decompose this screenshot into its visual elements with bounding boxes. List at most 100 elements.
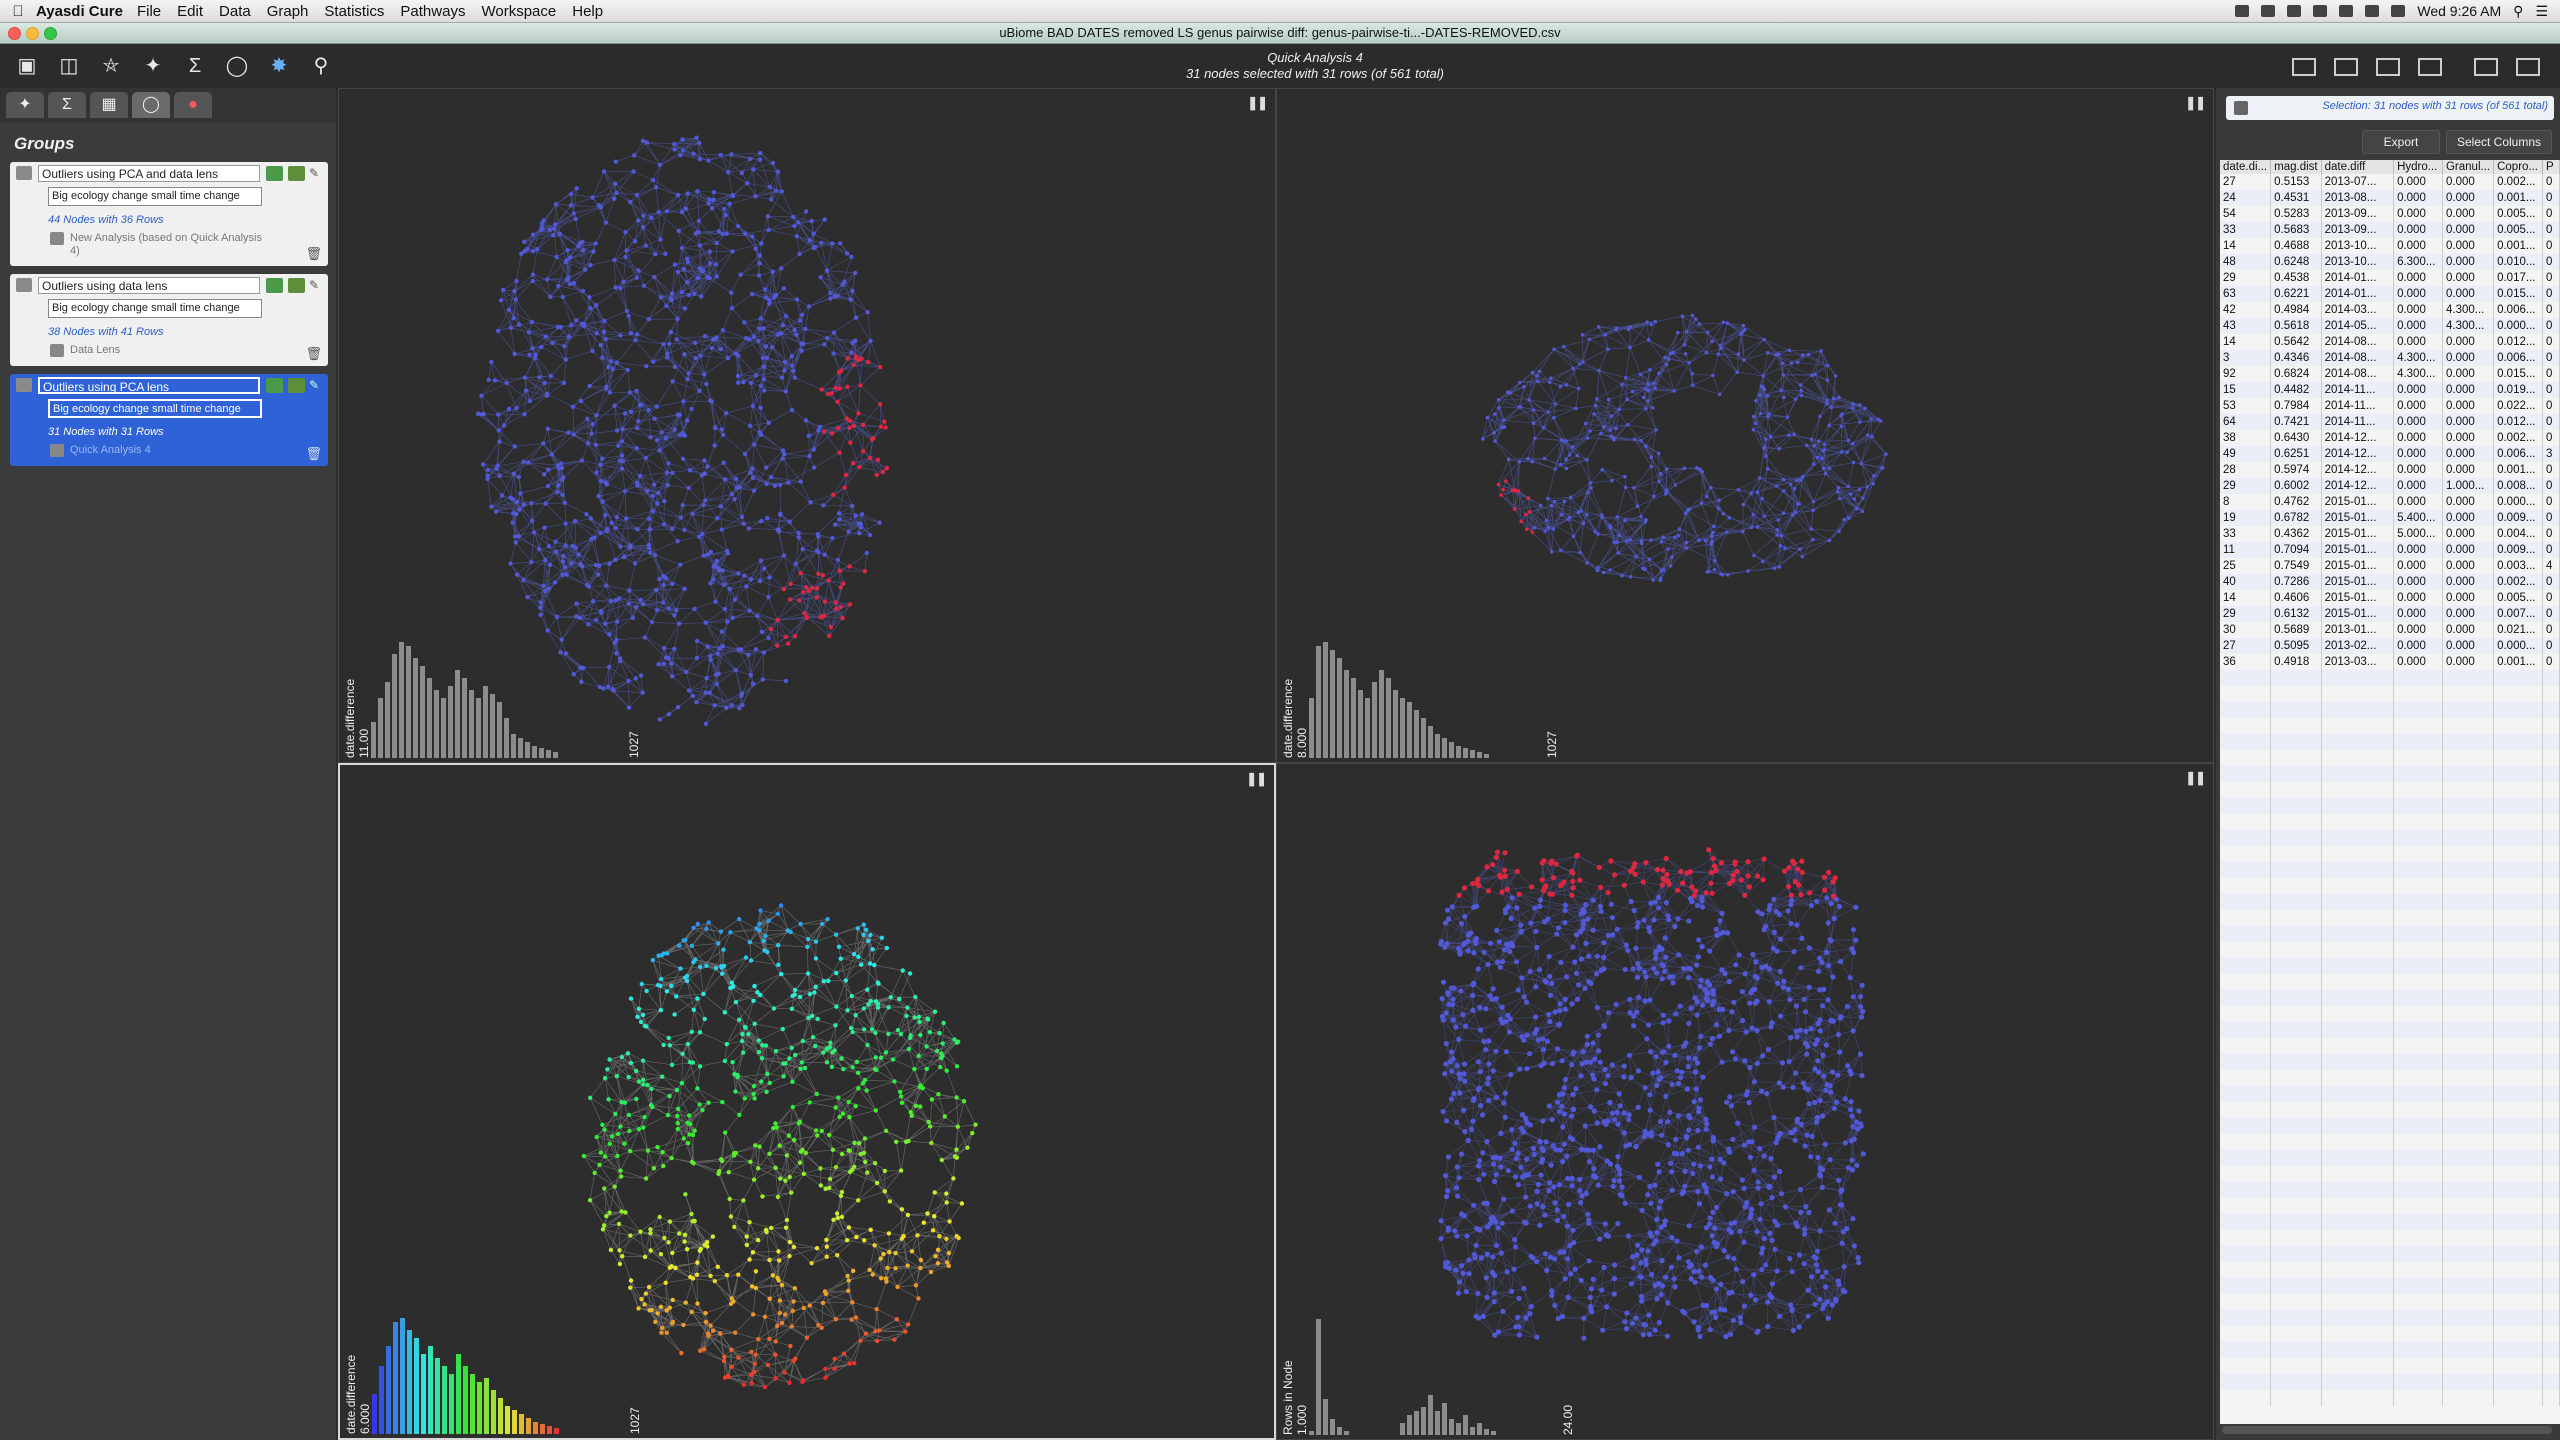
- table-row[interactable]: 53 0.7984 2014-11... 0.000 0.000 0.022... 0: [2220, 398, 2560, 414]
- table-row[interactable]: 27 0.5153 2013-07... 0.000 0.000 0.002... 0: [2220, 174, 2560, 190]
- table-row[interactable]: 24 0.4531 2013-08... 0.000 0.000 0.001... 0: [2220, 190, 2560, 206]
- table-row[interactable]: 28 0.5974 2014-12... 0.000 0.000 0.001... 0: [2220, 462, 2560, 478]
- group-description-field[interactable]: Big ecology change small time change: [48, 187, 262, 206]
- table-row[interactable]: 38 0.6430 2014-12... 0.000 0.000 0.002... 0: [2220, 430, 2560, 446]
- column-header[interactable]: Hydro...: [2393, 160, 2443, 174]
- table-row[interactable]: 25 0.7549 2015-01... 0.000 0.000 0.003... 4: [2220, 558, 2560, 574]
- group-name-field[interactable]: Outliers using PCA and data lens: [38, 165, 260, 182]
- table-row[interactable]: 33 0.5683 2013-09... 0.000 0.000 0.005... 0: [2220, 222, 2560, 238]
- trash-icon[interactable]: 🗑: [305, 246, 322, 261]
- table-row[interactable]: 49 0.6251 2014-12... 0.000 0.000 0.006... 3: [2220, 446, 2560, 462]
- edit-group-icon[interactable]: ✎: [309, 378, 320, 392]
- table-row[interactable]: 92 0.6824 2014-08... 4.300... 0.000 0.015... 0: [2220, 366, 2560, 382]
- color-tab-icon[interactable]: ●: [174, 92, 212, 118]
- pause-layout-icon[interactable]: ❚❚: [2185, 770, 2206, 785]
- table-row[interactable]: 15 0.4482 2014-11... 0.000 0.000 0.019... 0: [2220, 382, 2560, 398]
- table-row[interactable]: 63 0.6221 2014-01... 0.000 0.000 0.015... 0: [2220, 286, 2560, 302]
- pause-layout-icon[interactable]: ❚❚: [2185, 95, 2206, 110]
- network-graph[interactable]: [340, 765, 1274, 1438]
- table-row[interactable]: 19 0.6782 2015-01... 5.400... 0.000 0.009... 0: [2220, 510, 2560, 526]
- new-analysis-from-group-icon[interactable]: [288, 166, 305, 181]
- table-row[interactable]: 48 0.6248 2013-10... 6.300... 0.000 0.010... 0: [2220, 254, 2560, 270]
- tray-wifi-icon[interactable]: [2339, 5, 2354, 17]
- menu-pathways[interactable]: Pathways: [400, 2, 466, 20]
- network-graph[interactable]: [1277, 89, 2214, 763]
- table-row[interactable]: 14 0.4688 2013-10... 0.000 0.000 0.001... 0: [2220, 238, 2560, 254]
- table-row[interactable]: 3 0.4346 2014-08... 4.300... 0.000 0.006... 0: [2220, 350, 2560, 366]
- group-name-field[interactable]: Outliers using PCA lens: [38, 377, 260, 394]
- data-table[interactable]: date.di... mag.dist date.diff Hydro... G…: [2220, 160, 2560, 1424]
- color-group-icon[interactable]: [266, 378, 283, 393]
- menu-edit[interactable]: Edit: [177, 2, 204, 20]
- table-row[interactable]: 40 0.7286 2015-01... 0.000 0.000 0.002... 0: [2220, 574, 2560, 590]
- table-row[interactable]: 30 0.5689 2013-01... 0.000 0.000 0.021... 0: [2220, 622, 2560, 638]
- table-row[interactable]: 8 0.4762 2015-01... 0.000 0.000 0.000... 0: [2220, 494, 2560, 510]
- table-row[interactable]: 11 0.7094 2015-01... 0.000 0.000 0.009... 0: [2220, 542, 2560, 558]
- group-description-field[interactable]: Big ecology change small time change: [48, 299, 262, 318]
- app-menu[interactable]: Ayasdi Cure: [36, 2, 123, 20]
- tray-battery-icon[interactable]: [2391, 5, 2406, 17]
- horizontal-scrollbar[interactable]: [2222, 1426, 2552, 1434]
- column-header[interactable]: date.diff: [2321, 160, 2395, 174]
- table-row[interactable]: 29 0.6002 2014-12... 0.000 1.000... 0.008... 0: [2220, 478, 2560, 494]
- network-add-icon[interactable]: ✦: [144, 55, 162, 77]
- menu-statistics[interactable]: Statistics: [324, 2, 385, 20]
- table-row[interactable]: 29 0.4538 2014-01... 0.000 0.000 0.017... 0: [2220, 270, 2560, 286]
- menu-file[interactable]: File: [136, 2, 162, 20]
- tray-bluetooth-icon[interactable]: [2313, 5, 2328, 17]
- tray-volume-icon[interactable]: [2365, 5, 2380, 17]
- column-header[interactable]: Granul...: [2442, 160, 2495, 174]
- group-source[interactable]: Quick Analysis 4: [70, 444, 151, 456]
- color-group-icon[interactable]: [266, 166, 283, 181]
- toggle-left-panel-icon[interactable]: [2474, 58, 2498, 76]
- group-description-field[interactable]: Big ecology change small time change: [48, 399, 262, 418]
- menu-workspace[interactable]: Workspace: [481, 2, 557, 20]
- lens-tab-icon[interactable]: ◯: [132, 92, 170, 118]
- network-view-bottom-left[interactable]: ❚❚ date.difference 6.000 1027: [338, 763, 1276, 1440]
- color-network-icon[interactable]: ✸: [270, 55, 288, 77]
- trash-icon[interactable]: 🗑: [305, 346, 322, 361]
- table-tab-icon[interactable]: ▦: [90, 92, 128, 118]
- apple-icon[interactable]: : [0, 3, 36, 20]
- network-graph[interactable]: [1277, 764, 2214, 1440]
- group-card[interactable]: Outliers using data lens ✎ Big ecology c…: [10, 274, 328, 366]
- table-row[interactable]: 36 0.4918 2013-03... 0.000 0.000 0.001... 0: [2220, 654, 2560, 670]
- sigma-add-icon[interactable]: Σ: [188, 55, 202, 77]
- table-row[interactable]: 27 0.5095 2013-02... 0.000 0.000 0.000... 0: [2220, 638, 2560, 654]
- pause-layout-icon[interactable]: ❚❚: [1247, 95, 1268, 110]
- column-header[interactable]: Copro...: [2493, 160, 2544, 174]
- toggle-right-panel-icon[interactable]: [2516, 58, 2540, 76]
- edit-group-icon[interactable]: ✎: [309, 166, 320, 180]
- table-row[interactable]: 29 0.6132 2015-01... 0.000 0.000 0.007... 0: [2220, 606, 2560, 622]
- menu-graph[interactable]: Graph: [266, 2, 309, 20]
- network-view-top-left[interactable]: ❚❚ date.difference 11.00 1027: [338, 88, 1276, 763]
- select-columns-button[interactable]: Select Columns: [2446, 130, 2552, 154]
- new-analysis-from-group-icon[interactable]: [288, 378, 305, 393]
- table-row[interactable]: 14 0.4606 2015-01... 0.000 0.000 0.005... 0: [2220, 590, 2560, 606]
- notification-center-icon[interactable]: ☰: [2535, 2, 2548, 19]
- tray-app-icon[interactable]: [2235, 5, 2250, 17]
- zoom-window-icon[interactable]: [44, 27, 57, 40]
- layout-grid-icon[interactable]: [2418, 58, 2442, 76]
- table-row[interactable]: 64 0.7421 2014-11... 0.000 0.000 0.012... 0: [2220, 414, 2560, 430]
- table-row[interactable]: 42 0.4984 2014-03... 0.000 4.300... 0.006... 0: [2220, 302, 2560, 318]
- column-header[interactable]: mag.dist: [2270, 160, 2322, 174]
- search-icon[interactable]: ⚲: [313, 55, 329, 77]
- sigma-tab-icon[interactable]: Σ: [48, 92, 86, 118]
- layout-two-row-icon[interactable]: [2376, 58, 2400, 76]
- column-header[interactable]: P: [2542, 160, 2560, 174]
- table-row[interactable]: 43 0.5618 2014-05... 0.000 4.300... 0.000... 0: [2220, 318, 2560, 334]
- table-row[interactable]: 33 0.4362 2015-01... 5.000... 0.000 0.004... 0: [2220, 526, 2560, 542]
- trash-icon[interactable]: 🗑: [305, 446, 322, 461]
- network-view-bottom-right[interactable]: ❚❚ Rows in Node 1.000 24.00: [1276, 763, 2214, 1440]
- spotlight-icon[interactable]: ⚲: [2513, 2, 2524, 19]
- edit-group-icon[interactable]: ✎: [309, 278, 320, 292]
- database-icon[interactable]: ⛤: [103, 55, 119, 77]
- group-card[interactable]: Outliers using PCA and data lens ✎ Big e…: [10, 162, 328, 266]
- network-tab-icon[interactable]: ✦: [6, 92, 44, 118]
- new-analysis-icon[interactable]: ▣: [17, 55, 37, 77]
- minimize-window-icon[interactable]: [26, 27, 39, 40]
- close-window-icon[interactable]: [8, 27, 21, 40]
- tray-dropbox-icon[interactable]: [2261, 5, 2276, 17]
- table-row[interactable]: 54 0.5283 2013-09... 0.000 0.000 0.005... 0: [2220, 206, 2560, 222]
